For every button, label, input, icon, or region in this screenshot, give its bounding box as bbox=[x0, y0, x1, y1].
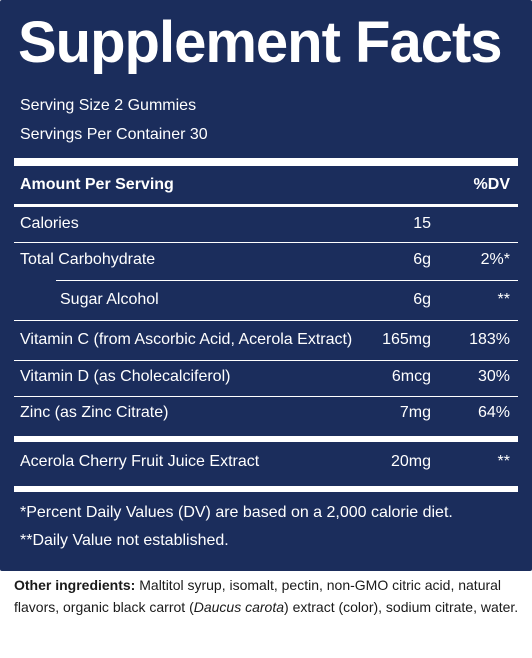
section-divider bbox=[14, 486, 518, 492]
nutrient-amount: 7mg bbox=[399, 404, 431, 421]
nutrient-name: Acerola Cherry Fruit Juice Extract bbox=[20, 453, 260, 470]
nutrient-amount: 6mcg bbox=[391, 368, 431, 385]
nutrient-dv: ** bbox=[497, 291, 510, 308]
nutrient-name: Zinc (as Zinc Citrate) bbox=[20, 404, 169, 421]
thick-divider bbox=[14, 158, 518, 166]
ingredients-text-before: Maltitol syrup, isomalt, pectin, non-GMO… bbox=[14, 577, 502, 615]
dv-footnote: *Percent Daily Values (DV) are based on … bbox=[20, 504, 453, 521]
nutrient-dv: 2%* bbox=[480, 251, 510, 268]
ingredients-text-after: ) extract (color), sodium citrate, water… bbox=[284, 599, 519, 615]
nutrient-dv: 30% bbox=[477, 368, 510, 385]
amount-per-serving-header: Amount Per Serving bbox=[20, 176, 174, 193]
nutrient-amount: 6g bbox=[413, 291, 431, 308]
nutrient-dv: 183% bbox=[469, 331, 510, 348]
row-divider bbox=[14, 242, 518, 243]
nutrient-amount: 15 bbox=[413, 215, 431, 232]
nutrient-name: Vitamin C (from Ascorbic Acid, Acerola E… bbox=[20, 331, 353, 348]
supplement-facts-panel: Supplement Facts Serving Size 2 Gummies … bbox=[0, 0, 532, 571]
serving-size: Serving Size 2 Gummies bbox=[20, 97, 197, 114]
row-divider bbox=[14, 360, 518, 361]
nutrient-dv: ** bbox=[497, 453, 510, 470]
other-ingredients: Other ingredients: Maltitol syrup, isoma… bbox=[14, 574, 520, 618]
nutrient-dv: 64% bbox=[477, 404, 510, 421]
dv-header: %DV bbox=[473, 176, 510, 193]
row-divider bbox=[56, 280, 518, 281]
section-divider bbox=[14, 436, 518, 442]
row-divider bbox=[14, 320, 518, 321]
nutrient-name: Calories bbox=[20, 215, 79, 232]
nutrient-name: Total Carbohydrate bbox=[20, 251, 156, 268]
servings-per-container: Servings Per Container 30 bbox=[20, 126, 208, 143]
ingredients-italic: Daucus carota bbox=[193, 599, 285, 615]
header-divider bbox=[14, 204, 518, 207]
nutrient-amount: 6g bbox=[413, 251, 431, 268]
ingredients-label: Other ingredients: bbox=[14, 577, 136, 593]
nutrient-name: Vitamin D (as Cholecalciferol) bbox=[20, 368, 231, 385]
nutrient-name: Sugar Alcohol bbox=[60, 291, 159, 308]
not-established-footnote: **Daily Value not established. bbox=[20, 532, 229, 549]
panel-title: Supplement Facts bbox=[18, 10, 503, 75]
nutrient-amount: 20mg bbox=[390, 453, 431, 470]
nutrient-amount: 165mg bbox=[382, 331, 431, 348]
row-divider bbox=[14, 396, 518, 397]
